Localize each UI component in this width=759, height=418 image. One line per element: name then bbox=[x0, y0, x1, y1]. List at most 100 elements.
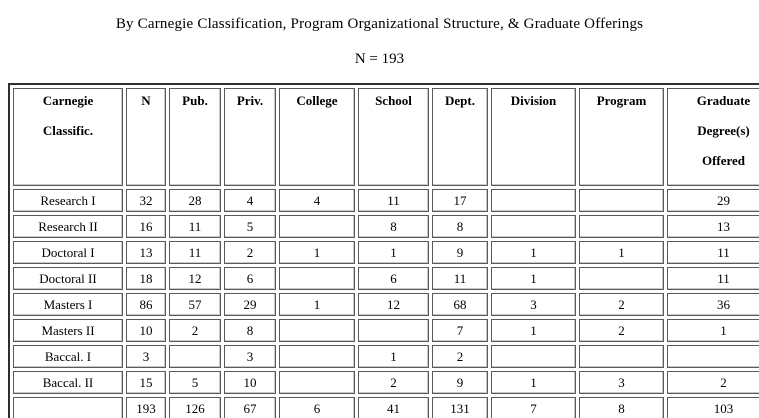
table-cell bbox=[279, 371, 355, 394]
table-row: Research I 32 28 4 4 11 17 29 bbox=[13, 189, 759, 212]
table-cell bbox=[358, 319, 429, 342]
table-cell: 1 bbox=[667, 319, 759, 342]
table-cell: 193 bbox=[126, 397, 166, 418]
column-header: N bbox=[126, 88, 166, 186]
table-cell: 2 bbox=[358, 371, 429, 394]
table-cell: 57 bbox=[169, 293, 221, 316]
row-label: Doctoral II bbox=[13, 267, 123, 290]
table-cell: 6 bbox=[358, 267, 429, 290]
table-cell: 2 bbox=[169, 319, 221, 342]
table-cell: 3 bbox=[579, 371, 664, 394]
table-row: 193 126 67 6 41 131 7 8 103 bbox=[13, 397, 759, 418]
table-cell: 15 bbox=[126, 371, 166, 394]
table-cell: 103 bbox=[667, 397, 759, 418]
table-cell: 11 bbox=[169, 215, 221, 238]
column-header-line: Dept. bbox=[445, 93, 475, 108]
table-row: Masters II 10 2 8 7 1 2 1 bbox=[13, 319, 759, 342]
table-cell: 4 bbox=[279, 189, 355, 212]
table-cell bbox=[579, 215, 664, 238]
table-cell: 86 bbox=[126, 293, 166, 316]
table-cell: 13 bbox=[126, 241, 166, 264]
table-cell: 41 bbox=[358, 397, 429, 418]
header-row: Carnegie Classific. N Pub. Priv. College Schoo… bbox=[13, 88, 759, 186]
table-cell: 12 bbox=[169, 267, 221, 290]
table-row: Doctoral I 13 11 2 1 1 9 1 1 11 bbox=[13, 241, 759, 264]
table-cell bbox=[579, 345, 664, 368]
table-cell: 131 bbox=[432, 397, 488, 418]
table-cell: 8 bbox=[432, 215, 488, 238]
document-title: By Carnegie Classification, Program Orga… bbox=[115, 16, 644, 32]
table-cell: 1 bbox=[491, 319, 576, 342]
table-cell: 1 bbox=[358, 241, 429, 264]
table-cell: 7 bbox=[491, 397, 576, 418]
table-cell: 1 bbox=[279, 293, 355, 316]
column-header-line: Offered bbox=[701, 153, 746, 168]
table-cell: 32 bbox=[126, 189, 166, 212]
table-cell: 67 bbox=[224, 397, 276, 418]
column-header-line: Carnegie bbox=[42, 93, 94, 108]
column-header-line: Classific. bbox=[42, 123, 94, 138]
table-cell: 2 bbox=[579, 319, 664, 342]
table-cell: 1 bbox=[491, 267, 576, 290]
table-cell: 10 bbox=[224, 371, 276, 394]
table-cell: 3 bbox=[224, 345, 276, 368]
table-cell bbox=[667, 345, 759, 368]
table-cell: 13 bbox=[667, 215, 759, 238]
table-cell: 8 bbox=[224, 319, 276, 342]
table-cell: 3 bbox=[491, 293, 576, 316]
table-cell: 6 bbox=[224, 267, 276, 290]
table-cell bbox=[491, 215, 576, 238]
table-header: Carnegie Classific. N Pub. Priv. College Schoo… bbox=[13, 88, 759, 186]
table-cell: 36 bbox=[667, 293, 759, 316]
row-label: Masters I bbox=[13, 293, 123, 316]
table-cell: 11 bbox=[667, 267, 759, 290]
table-cell: 11 bbox=[169, 241, 221, 264]
table-cell: 68 bbox=[432, 293, 488, 316]
table-cell: 10 bbox=[126, 319, 166, 342]
table-cell: 11 bbox=[358, 189, 429, 212]
column-header: Pub. bbox=[169, 88, 221, 186]
column-header-line: Priv. bbox=[236, 93, 264, 108]
column-header-line: Graduate bbox=[696, 93, 751, 108]
table-cell bbox=[279, 267, 355, 290]
row-label: Research II bbox=[13, 215, 123, 238]
table-cell: 28 bbox=[169, 189, 221, 212]
column-header-line: Pub. bbox=[182, 93, 208, 108]
table-cell: 12 bbox=[358, 293, 429, 316]
table-cell bbox=[491, 189, 576, 212]
column-header: Program bbox=[579, 88, 664, 186]
table-cell: 8 bbox=[358, 215, 429, 238]
table-row: Research II 16 11 5 8 8 13 bbox=[13, 215, 759, 238]
column-header-line: Division bbox=[510, 93, 557, 108]
table-cell: 7 bbox=[432, 319, 488, 342]
table-cell: 1 bbox=[579, 241, 664, 264]
table-cell: 18 bbox=[126, 267, 166, 290]
table-cell bbox=[491, 345, 576, 368]
table-cell: 2 bbox=[579, 293, 664, 316]
table-cell: 16 bbox=[126, 215, 166, 238]
column-header-line: N bbox=[141, 93, 151, 108]
table-cell: 1 bbox=[358, 345, 429, 368]
row-label bbox=[13, 397, 123, 418]
column-header: College bbox=[279, 88, 355, 186]
column-header: Dept. bbox=[432, 88, 488, 186]
table-body: Research I 32 28 4 4 11 17 29 Research II 16 11 5 8 8… bbox=[13, 189, 759, 418]
table-cell: 2 bbox=[224, 241, 276, 264]
row-label: Baccal. I bbox=[13, 345, 123, 368]
row-label: Research I bbox=[13, 189, 123, 212]
column-header: Carnegie Classific. bbox=[13, 88, 123, 186]
table-cell: 5 bbox=[224, 215, 276, 238]
row-label: Baccal. II bbox=[13, 371, 123, 394]
table-cell: 9 bbox=[432, 371, 488, 394]
table-cell: 17 bbox=[432, 189, 488, 212]
table-cell: 11 bbox=[667, 241, 759, 264]
table-cell: 29 bbox=[667, 189, 759, 212]
table-cell: 8 bbox=[579, 397, 664, 418]
table-cell: 1 bbox=[491, 241, 576, 264]
table-cell: 1 bbox=[279, 241, 355, 264]
table-cell bbox=[579, 267, 664, 290]
table-cell: 9 bbox=[432, 241, 488, 264]
row-label: Doctoral I bbox=[13, 241, 123, 264]
table-cell: 2 bbox=[432, 345, 488, 368]
